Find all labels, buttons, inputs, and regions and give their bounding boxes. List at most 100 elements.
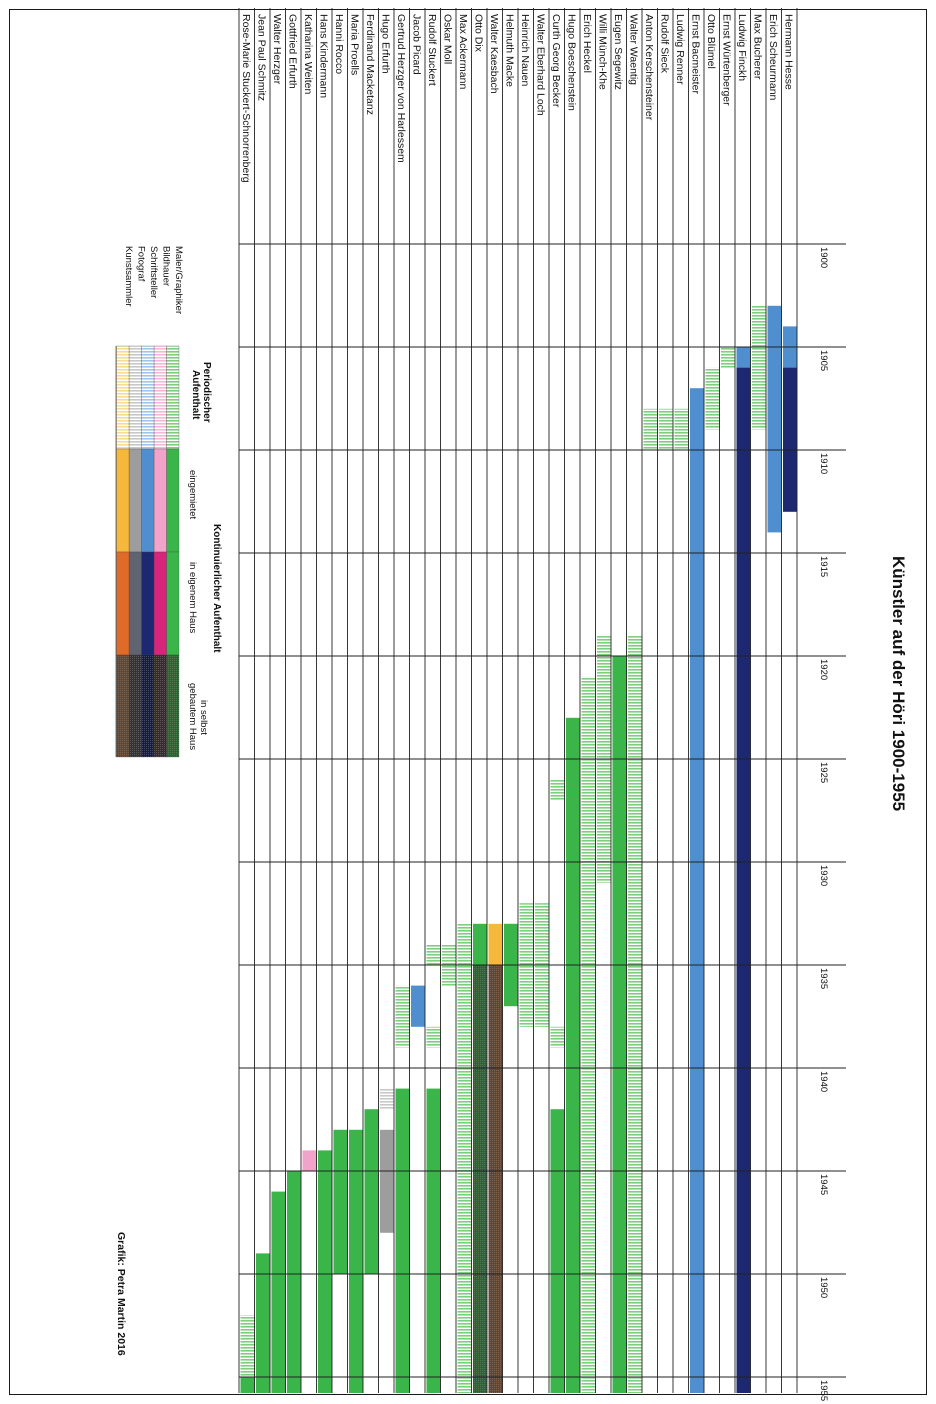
bar-eugen-segewitz: [612, 656, 627, 1393]
artist-name-label: Ernst Bacmeister: [689, 14, 701, 94]
legend-own-label: in eigenem Haus: [187, 562, 198, 634]
artist-name-label: Ernst Würtenberger: [720, 14, 732, 106]
legend-swatch-periodic: [141, 345, 155, 450]
legend-swatch-own_house: [141, 551, 155, 656]
bar-gertrud-herzger-von-harlessem: [395, 985, 410, 1048]
artist-name-label: Ludwig Renner: [674, 14, 686, 85]
legend-periodic-header: Periodischer: [201, 362, 212, 423]
artist-name-label: Katharina Weiten: [302, 14, 314, 95]
bar-jacob-picard: [411, 985, 425, 1027]
legend-swatch-self_built: [128, 654, 142, 758]
bar-ernst-bacmeister: [690, 388, 704, 1393]
year-tick-label: 1925: [818, 762, 829, 783]
bar-rudolf-stuckert: [426, 944, 441, 965]
legend-swatch-periodic: [128, 345, 142, 450]
bar-ludwig-finckh: [736, 347, 751, 368]
bar-jean-paul-schmitz: [256, 1253, 270, 1393]
year-tick-label: 1945: [818, 1174, 829, 1195]
legend-category-label: Schriftsteller: [148, 246, 159, 298]
artist-name-label: Anton Kerschensteiner: [643, 14, 655, 121]
legend-swatch-self_built: [116, 654, 130, 758]
artist-name-label: Hans Kindermann: [317, 14, 329, 98]
legend-swatch-rented: [141, 448, 155, 553]
bar-curth-georg-becker: [550, 779, 565, 801]
artist-name-label: Hanni Rocco: [333, 14, 345, 74]
artist-name-label: Walter Eberhard Loch: [534, 14, 546, 116]
legend-swatch-own_house: [153, 551, 167, 656]
bar-hans-kindermann: [318, 1150, 332, 1393]
bar-maria-proells: [349, 1129, 363, 1393]
legend-continuous-header: Kontinuierlicher Aufenthalt: [211, 524, 222, 653]
bar-rose-marie-stuckert-schnorrenberg: [240, 1315, 255, 1377]
year-tick-label: 1920: [818, 659, 829, 680]
bar-rudolf-stuckert: [426, 1088, 441, 1393]
bar-walter-kaesbach: [488, 965, 503, 1393]
artist-name-label: Hermann Hesse: [782, 14, 794, 90]
bar-rudolf-stuckert: [426, 1026, 441, 1048]
bar-erich-heckel: [581, 676, 596, 1393]
artist-name-label: Jean Paul Schmitz: [255, 14, 267, 101]
bar-hugo-erfurth: [380, 1129, 394, 1233]
bar-walter-waentig: [628, 635, 642, 1393]
year-tick-label: 1935: [818, 968, 829, 989]
artist-name-label: Max Ackermann: [457, 14, 469, 89]
legend-swatch-own_house: [128, 551, 142, 656]
artist-name-label: Curth Georg Becker: [550, 14, 562, 108]
legend-category-label: Bildhauer: [160, 246, 171, 286]
artist-name-label: Willi Münch-Khe: [596, 14, 608, 90]
legend-swatch-self_built: [153, 654, 167, 758]
bar-hugo-boeschenstein: [566, 717, 580, 1393]
bar-anton-kerschensteiner: [643, 408, 658, 450]
artist-name-label: Ludwig Finckh: [736, 14, 748, 81]
legend-swatch-own_house: [116, 551, 130, 656]
year-tick-label: 1950: [818, 1277, 829, 1298]
artist-name-label: Hugo Erfurth: [379, 14, 391, 74]
chart-credit: Grafik: Petra Martin 2016: [115, 1232, 127, 1356]
bar-ernst-w-rtenberger: [721, 347, 735, 368]
artist-name-label: Erich Scheurmann: [767, 14, 779, 101]
bar-curth-georg-becker: [550, 1026, 565, 1048]
year-tick-label: 1910: [818, 453, 829, 474]
artist-name-label: Rudolf Sieck: [658, 14, 670, 74]
bar-curth-georg-becker: [550, 1109, 565, 1393]
artist-name-label: Jacob Picard: [410, 14, 422, 75]
artist-name-label: Helmuth Macke: [503, 14, 515, 87]
bar-walter-herzger: [271, 1191, 286, 1393]
bar-ludwig-renner: [674, 408, 689, 450]
artist-name-label: Maria Proells: [348, 14, 360, 75]
bar-ferdinand-macketanz: [364, 1109, 379, 1274]
year-tick-label: 1905: [818, 350, 829, 371]
artist-name-label: Gertrud Herzger von Harlessem: [395, 14, 407, 163]
legend-self-built-label: gebautem Haus: [187, 683, 198, 750]
bar-otto-dix: [473, 965, 487, 1393]
legend-rented-label: eingemietet: [187, 470, 198, 519]
bar-ludwig-finckh: [736, 367, 751, 1394]
bar-erich-scheurmann: [767, 305, 782, 533]
bar-katharina-weiten: [302, 1150, 317, 1171]
bar-rose-marie-stuckert-schnorrenberg: [240, 1377, 255, 1393]
legend-swatch-rented: [128, 448, 142, 553]
year-tick-label: 1930: [818, 865, 829, 886]
bar-otto-dix: [473, 923, 487, 965]
artist-name-label: Gottfried Erfurth: [286, 14, 298, 89]
legend-category-label: Maler/Graphiker: [173, 246, 184, 314]
legend-periodic-header: Aufenthalt: [190, 370, 201, 420]
year-tick-label: 1940: [818, 1071, 829, 1092]
bar-hugo-erfurth: [380, 1088, 394, 1110]
bar-otto-bl-mel: [705, 367, 720, 430]
year-tick-label: 1955: [818, 1380, 829, 1401]
legend-swatch-rented: [116, 448, 130, 553]
bar-hermann-hesse: [783, 367, 797, 512]
bar-walter-kaesbach: [488, 923, 503, 965]
bar-hanni-rocco: [333, 1129, 348, 1274]
legend-swatch-periodic: [166, 345, 180, 450]
legend-swatch-rented: [166, 448, 180, 553]
legend-swatch-periodic: [153, 345, 167, 450]
artist-name-label: Ferdinand Macketanz: [364, 14, 376, 115]
artist-name-label: Oskar Moll: [441, 14, 453, 64]
artist-name-label: Rudolf Stuckert: [426, 14, 438, 86]
bar-gottfried-erfurth: [287, 1171, 301, 1393]
artist-name-label: Walter Kaesbach: [488, 14, 500, 94]
artist-name-label: Otto Dix: [472, 14, 484, 53]
